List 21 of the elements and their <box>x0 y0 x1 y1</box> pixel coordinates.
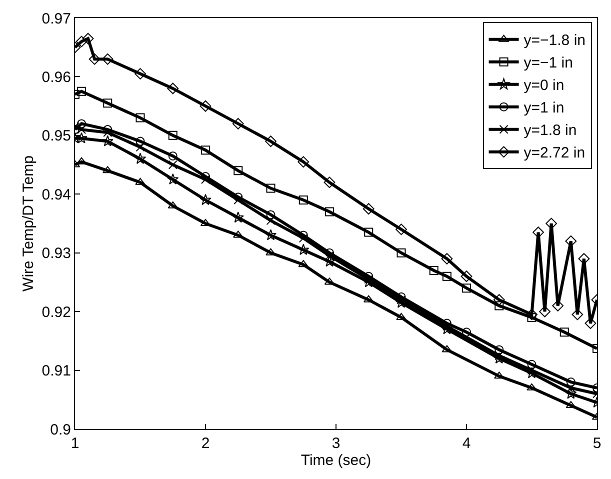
y-tick-label: 0.93 <box>42 245 71 262</box>
legend-label: y=1.8 in <box>524 122 577 140</box>
y-tick-label: 0.95 <box>42 128 71 145</box>
x-tick-label: 1 <box>70 435 80 452</box>
legend-label: y=−1.8 in <box>524 32 586 50</box>
x-tick-label: 4 <box>462 435 471 452</box>
y-tick-label: 0.9 <box>50 421 71 438</box>
y-tick-label: 0.91 <box>42 362 71 380</box>
y-tick-label: 0.96 <box>42 68 71 86</box>
legend-label: y=1 in <box>524 100 564 117</box>
x-tick-label: 2 <box>201 435 210 452</box>
x-axis-title: Time (sec) <box>300 452 372 469</box>
x-tick-label: 5 <box>592 435 602 452</box>
y-tick-label: 0.92 <box>42 304 71 321</box>
y-tick-label: 0.97 <box>42 10 71 28</box>
x-tick-label: 3 <box>332 435 340 452</box>
legend-label: y=0 in <box>524 77 564 94</box>
legend-label: y=−1 in <box>524 54 573 72</box>
y-tick-label: 0.94 <box>42 186 71 204</box>
legend-label: y=2.72 in <box>524 144 586 162</box>
y-axis-title: Wire Temp/DT Temp <box>20 156 38 292</box>
